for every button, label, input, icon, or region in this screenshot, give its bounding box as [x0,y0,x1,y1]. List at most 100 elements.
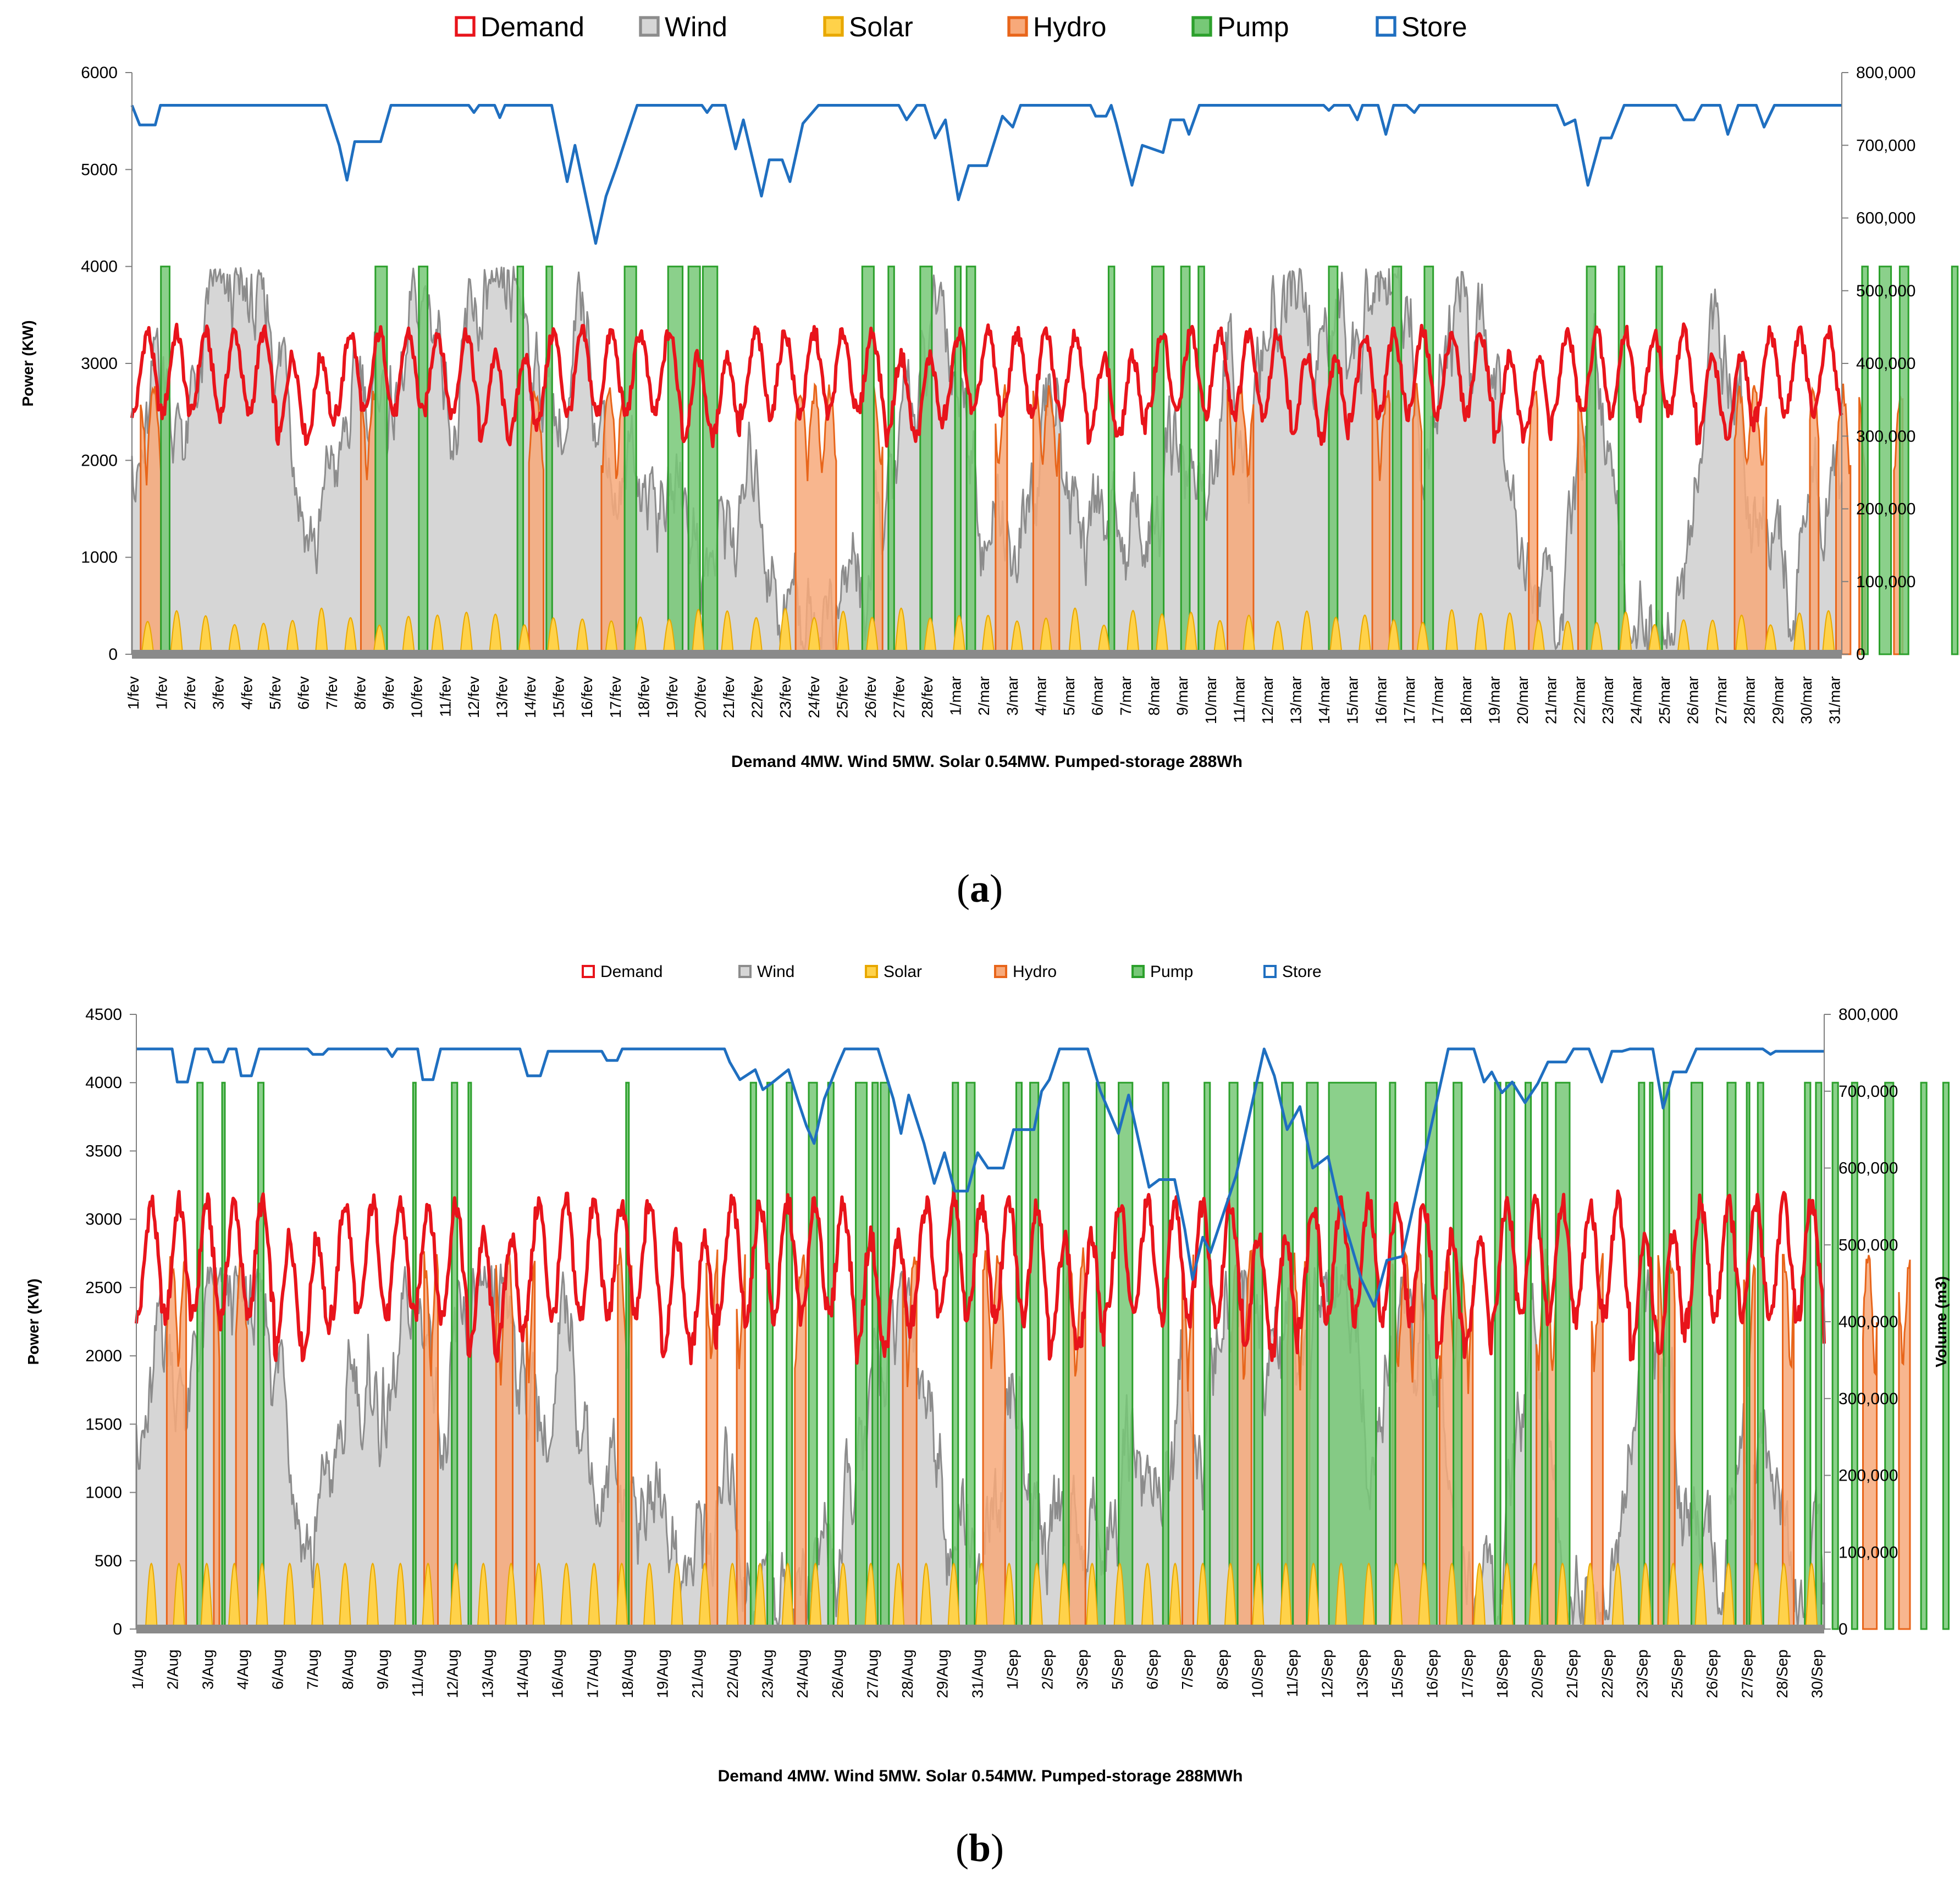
y2-tick-label-b-5: 500,000 [1838,1236,1898,1254]
legend-swatch-a-wind[interactable] [639,16,660,37]
chart-panel-b: 0 500 1000 1500 2000 2500 3000 3500 4000 4500 0 100… [25,963,1950,1870]
y-tick-label-a-5: 5000 [81,161,118,179]
solar-hump-b-51 [1556,1562,1569,1630]
y2-tick-label-a-0: 0 [1856,645,1865,664]
hydro-block-a-14 [1809,386,1820,655]
pump-block-a-3 [516,266,524,655]
x-tick-label-b-13: 17/Aug [584,1649,601,1698]
x-tick-label-a-42: 14/mar [1316,676,1333,724]
x-axis-bar-b [136,1625,1824,1633]
x-tick-label-a-14: 14/fev [522,676,539,718]
solar-hump-b-9 [394,1562,407,1630]
pump-block-a-9 [861,266,875,655]
legend-swatch-b-wind[interactable] [738,965,752,978]
x-tick-label-a-54: 25/mar [1656,676,1673,724]
y-tick-label-b-8: 4000 [85,1074,122,1092]
y2-tick-label-a-6: 600,000 [1856,209,1915,228]
legend-swatch-b-store[interactable] [1263,965,1277,978]
hydro-block-b-24 [1898,1260,1911,1630]
solar-hump-a-36 [1184,611,1198,655]
pump-block-a-16 [1180,266,1191,655]
x-tick-label-b-6: 8/Aug [339,1649,356,1690]
solar-hump-a-23 [807,617,821,655]
x-tick-label-b-19: 24/Aug [794,1649,811,1698]
pump-block-a-20 [1423,266,1434,655]
x-tick-label-a-0: 1/fev [125,676,142,710]
x-tick-label-b-44: 25/Sep [1669,1649,1686,1698]
x-tick-label-b-30: 7/Sep [1179,1649,1196,1690]
x-tick-label-a-1: 1/fev [153,676,170,710]
y-tick-label-b-4: 2000 [85,1347,122,1365]
y2-tick-label-a-4: 400,000 [1856,355,1915,373]
pump-block-a-8 [702,266,719,655]
x-tick-label-b-8: 11/Aug [409,1649,426,1697]
x-tick-label-b-41: 21/Sep [1564,1649,1581,1698]
x-tick-label-a-31: 3/mar [1004,676,1021,716]
legend-swatch-a-store[interactable] [1376,16,1396,37]
y-tick-label-b-5: 2500 [85,1279,122,1297]
pump-block-a-22 [1617,266,1626,655]
solar-hump-a-54 [1705,619,1720,655]
solar-hump-b-12 [477,1562,490,1630]
x-tick-label-b-29: 6/Sep [1144,1649,1161,1690]
pump-block-a-25 [1879,266,1892,655]
solar-hump-a-7 [344,617,357,655]
x-tick-label-b-15: 19/Aug [654,1649,671,1698]
x-tick-label-a-17: 17/fev [607,676,624,718]
pump-block-b-47 [1851,1081,1858,1630]
solar-hump-a-9 [402,615,416,655]
x-tick-label-a-58: 29/mar [1769,676,1786,724]
x-tick-label-b-40: 20/Sep [1529,1649,1546,1698]
legend-swatch-b-solar[interactable] [865,965,878,978]
x-axis-bar-a [132,650,1842,659]
pump-block-b-31 [1453,1081,1463,1630]
hydro-block-b-23 [1862,1255,1878,1630]
solar-hump-a-25 [865,616,879,655]
pump-block-a-2 [418,266,429,655]
x-axis-title-a: Demand 4MW. Wind 5MW. Solar 0.54MW. Pump… [731,753,1243,771]
solar-hump-a-27 [923,617,937,655]
x-tick-label-a-26: 26/fev [862,676,879,718]
x-tick-label-a-38: 10/mar [1202,676,1219,724]
pump-block-b-22 [1162,1081,1169,1630]
x-tick-label-a-32: 4/mar [1032,676,1049,716]
legend-swatch-b-pump[interactable] [1131,965,1145,978]
solar-hump-a-40 [1300,610,1314,655]
y-tick-label-b-3: 1500 [85,1415,122,1433]
solar-hump-a-33 [1097,624,1111,655]
x-tick-label-b-27: 3/Sep [1074,1649,1091,1690]
x-tick-label-b-21: 27/Aug [864,1649,881,1698]
pump-block-b-37 [1638,1081,1646,1630]
x-tick-label-b-20: 26/Aug [829,1649,846,1698]
legend-swatch-b-demand[interactable] [582,965,595,978]
solar-hump-a-15 [576,618,589,655]
pump-block-a-13 [965,266,976,655]
series-demand-line-a [130,322,1843,449]
x-axis-title-b: Demand 4MW. Wind 5MW. Solar 0.54MW. Pump… [718,1767,1243,1785]
solar-hump-b-25 [837,1562,849,1630]
legend-swatch-b-hydro[interactable] [994,965,1007,978]
legend-swatch-a-pump[interactable] [1191,16,1212,37]
solar-hump-a-46 [1474,612,1488,655]
legend-label-a-solar: Solar [849,12,913,42]
legend-label-b-demand: Demand [600,963,662,981]
solar-hump-a-35 [1155,613,1169,655]
x-tick-label-a-59: 30/mar [1798,676,1815,724]
x-tick-label-b-26: 2/Sep [1039,1649,1056,1690]
x-tick-label-a-46: 17/mar [1429,676,1446,724]
legend-swatch-a-solar[interactable] [823,16,844,37]
y2-tick-label-b-6: 600,000 [1838,1160,1898,1178]
solar-hump-b-5 [283,1562,296,1630]
legend-swatch-a-hydro[interactable] [1007,16,1028,37]
pump-block-b-4 [451,1081,459,1630]
y-tick-label-b-9: 4500 [85,1006,122,1024]
pump-block-b-15 [952,1081,959,1630]
pump-block-b-11 [827,1081,835,1630]
hydro-block-b-8 [736,1254,746,1630]
y-axis-title-b: Power (KW) [25,1278,42,1365]
solar-hump-b-60 [1805,1562,1818,1630]
legend-swatch-a-demand[interactable] [455,16,476,37]
plot-area-b [135,1047,1950,1630]
x-tick-label-a-33: 5/mar [1061,676,1078,716]
